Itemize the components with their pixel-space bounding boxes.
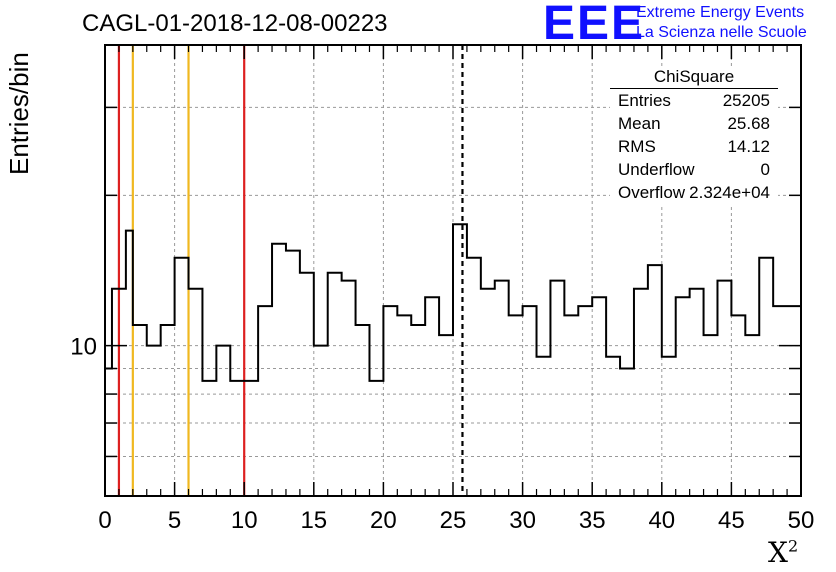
stats-row: Underflow 0 <box>610 158 778 181</box>
x-tick-labels: 0 5 10 15 20 25 30 35 40 45 50 <box>98 507 814 534</box>
x-tick-label: 10 <box>231 507 258 534</box>
x-axis-label-sup: 2 <box>787 536 799 556</box>
x-tick-label: 20 <box>370 507 397 534</box>
stats-row: Entries 25205 <box>610 89 778 112</box>
stats-title: ChiSquare <box>610 66 778 89</box>
stats-label: Overflow <box>618 183 686 202</box>
x-tick-label: 15 <box>300 507 327 534</box>
stats-value: 0 <box>760 160 770 179</box>
stats-label: RMS <box>618 137 656 156</box>
eee-logo: EEE <box>543 0 646 50</box>
x-tick-label: 45 <box>718 507 745 534</box>
chart-title: CAGL-01-2018-12-08-00223 <box>82 10 388 37</box>
x-tick-label: 35 <box>579 507 606 534</box>
stats-label: Mean <box>618 114 661 133</box>
stats-value: 14.12 <box>727 137 770 156</box>
logo-line-2: La Scienza nelle Scuole <box>636 24 807 41</box>
x-tick-label: 5 <box>168 507 181 534</box>
y-tick-label: 10 <box>70 334 97 361</box>
axis-ticks <box>104 44 802 496</box>
reference-lines <box>117 45 464 496</box>
stats-value: 25205 <box>722 91 770 110</box>
x-tick-label: 40 <box>648 507 675 534</box>
histogram-line <box>105 223 801 382</box>
x-tick-label: 0 <box>98 507 111 534</box>
stats-label: Entries <box>618 91 671 110</box>
stats-rows: Entries 25205 Mean 25.68 RMS 14.12 Underflow 0 O… <box>610 89 778 204</box>
y-tick-labels: 10 <box>70 334 97 361</box>
logo-line-1: Extreme Energy Events <box>636 4 805 21</box>
stats-value: 2.324e+04 <box>689 183 770 202</box>
x-tick-label: 30 <box>509 507 536 534</box>
stats-label: Underflow <box>618 160 695 179</box>
stats-box: ChiSquare Entries 25205 Mean 25.68 RMS 14.12 U… <box>610 66 778 204</box>
x-axis-label-text: X <box>768 536 788 569</box>
x-axis-label: X2 <box>768 536 798 569</box>
x-tick-label: 50 <box>788 507 815 534</box>
stats-row: RMS 14.12 <box>610 135 778 158</box>
stats-value: 25.68 <box>727 114 770 133</box>
y-axis-label: Entries/bin <box>4 52 34 175</box>
stats-row: Mean 25.68 <box>610 112 778 135</box>
x-tick-label: 25 <box>440 507 467 534</box>
stats-row: Overflow 2.324e+04 <box>610 181 778 204</box>
